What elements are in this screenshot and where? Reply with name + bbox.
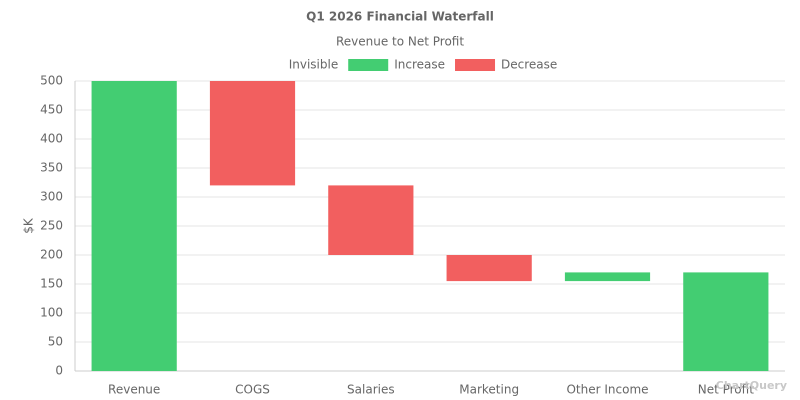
y-tick-label: 250 <box>40 219 63 233</box>
bar-segment <box>209 81 296 186</box>
y-tick-label: 150 <box>40 277 63 291</box>
y-tick-label: 300 <box>40 190 63 204</box>
y-tick-label: 500 <box>40 74 63 88</box>
bar-segment <box>564 272 651 282</box>
y-tick-label: 450 <box>40 103 63 117</box>
bar-segment <box>328 255 413 371</box>
bar-segment <box>210 185 295 371</box>
legend-label: Decrease <box>501 58 557 72</box>
x-tick-label: Revenue <box>108 383 160 397</box>
legend-label: Increase <box>394 58 445 72</box>
y-axis-label: $K <box>22 217 36 234</box>
chart-title: Q1 2026 Financial Waterfall <box>306 10 494 24</box>
x-tick-label: COGS <box>235 383 270 397</box>
y-tick-label: 200 <box>40 248 63 262</box>
legend-swatch <box>243 59 283 71</box>
x-tick-label: Other Income <box>566 383 648 397</box>
x-tick-label: Salaries <box>347 383 395 397</box>
legend-swatch <box>348 59 389 71</box>
bar-segment <box>91 81 177 371</box>
chart-subtitle: Revenue to Net Profit <box>336 35 464 49</box>
legend-label: Invisible <box>289 58 339 72</box>
x-tick-label: Marketing <box>459 383 519 397</box>
bar-segment <box>447 281 532 371</box>
y-tick-label: 100 <box>40 306 63 320</box>
bar-segment <box>565 281 650 371</box>
legend-swatch <box>455 59 496 71</box>
bar-segment <box>446 255 532 282</box>
x-tick-label: Net Profit <box>698 383 754 397</box>
y-tick-label: 400 <box>40 132 63 146</box>
watermark: ChartQuery <box>716 379 787 392</box>
y-tick-label: 0 <box>55 364 63 378</box>
bar-segment <box>328 185 414 255</box>
bar-segment <box>683 272 769 371</box>
y-tick-label: 350 <box>40 161 63 175</box>
y-tick-label: 50 <box>48 335 63 349</box>
